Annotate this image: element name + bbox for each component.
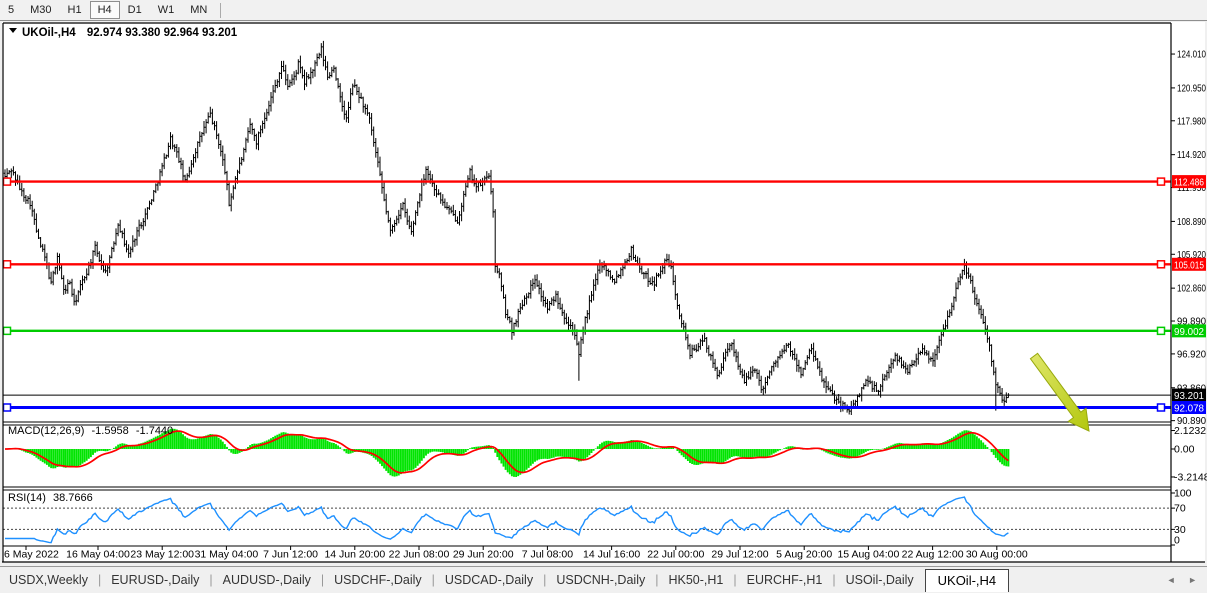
macd-tick-label: 0.00: [1174, 444, 1195, 456]
resistance-line-lower-handle[interactable]: [2, 260, 12, 269]
price-tag-text: 92.078: [1174, 403, 1204, 414]
tab-separator: |: [655, 573, 659, 587]
macd-indicator-label: MACD(12,26,9) -1.5958 -1.7440: [8, 425, 173, 437]
rsi-tick-label: 0: [1174, 535, 1180, 547]
price-tick-label: 114.920: [1177, 149, 1206, 161]
price-tag-112-486: [1172, 175, 1206, 189]
support-line-blue-handle[interactable]: [2, 403, 12, 412]
time-tick-label: 29 Jul 12:00: [711, 549, 768, 561]
chart-window: 124.010120.950117.980114.920111.950108.8…: [2, 22, 1207, 563]
symbol-dropdown-icon[interactable]: [9, 28, 17, 33]
price-tick-label: 108.890: [1177, 216, 1206, 228]
tab-separator: |: [320, 573, 325, 587]
tab-separator: |: [832, 573, 836, 587]
price-tick-label: 124.010: [1177, 49, 1206, 61]
timeframe-button-h1[interactable]: H1: [67, 4, 82, 16]
support-line-blue-handle[interactable]: [1156, 403, 1166, 412]
chart-tab-eurusd-daily[interactable]: EURUSD-,Daily: [111, 573, 200, 587]
price-tag-text: 112.486: [1174, 178, 1204, 189]
time-tick-label: 16 May 04:00: [66, 549, 130, 561]
macd-signal-line: [5, 430, 1009, 474]
price-tag-105-015: [1172, 257, 1206, 271]
price-tag-93-201: [1172, 388, 1206, 402]
timeframe-button-w1[interactable]: W1: [157, 4, 175, 16]
price-tick-label: 96.920: [1177, 348, 1206, 360]
chart-tab-usdcnh-daily[interactable]: USDCNH-,Daily: [556, 573, 646, 587]
tab-separator: |: [543, 573, 547, 587]
time-tick-label: 29 Jun 20:00: [453, 549, 514, 561]
time-tick-label: 7 Jun 12:00: [263, 549, 318, 561]
rsi-line: [5, 496, 1009, 544]
chart-tab-usdcad-daily[interactable]: USDCAD-,Daily: [444, 573, 534, 587]
svg-text:UKOil-,H4 92.974 93.380: UKOil-,H4 92.974 93.380 92.964 93.201: [22, 27, 238, 39]
macd-tick-label: 2.1232: [1174, 425, 1206, 437]
price-tag-text: 93.201: [1174, 391, 1204, 402]
time-tick-label: 31 May 04:00: [195, 549, 259, 561]
chart-tab-usdchf-daily[interactable]: USDCHF-,Daily: [334, 573, 422, 587]
tab-separator: |: [431, 573, 435, 587]
rsi-tick-label: 30: [1174, 524, 1186, 536]
chart-tab-ukoil-h4[interactable]: UKOil-,H4: [924, 568, 1010, 592]
time-tick-label: 15 Aug 04:00: [837, 549, 899, 561]
timeframe-button-5[interactable]: 5: [8, 4, 15, 16]
price-tag-92-078: [1172, 400, 1206, 414]
support-line-green-handle[interactable]: [2, 326, 12, 336]
chart-tab-usdx-weekly[interactable]: USDX,Weekly: [9, 573, 88, 587]
timeframe-button-h4[interactable]: H4: [89, 1, 120, 19]
time-tick-label: 23 May 12:00: [130, 549, 194, 561]
time-tick-label: 14 Jun 20:00: [324, 549, 385, 561]
chart-tab-audusd-daily[interactable]: AUDUSD-,Daily: [222, 573, 311, 587]
resistance-line-lower-handle[interactable]: [1156, 260, 1166, 269]
symbol-tab-bar: USDX,Weekly | EURUSD-,Daily | AUDUSD-,Daily |…: [0, 566, 1207, 593]
time-tick-label: 22 Jun 08:00: [389, 549, 450, 561]
rsi-indicator-label: RSI(14) 38.7666: [8, 492, 93, 504]
price-tick-label: 120.950: [1177, 82, 1206, 94]
time-tick-label: 6 May 2022: [4, 549, 59, 561]
price-tick-label: 90.890: [1177, 415, 1206, 427]
tab-separator: |: [733, 573, 737, 587]
price-tick-label: 105.920: [1177, 249, 1206, 261]
rsi-tick-label: 70: [1174, 503, 1186, 515]
chart-tab-eurchf-h1[interactable]: EURCHF-,H1: [746, 573, 823, 587]
price-tick-label: 102.860: [1177, 283, 1206, 295]
time-tick-label: 7 Jul 08:00: [522, 549, 574, 561]
price-tag-text: 99.002: [1174, 327, 1204, 338]
tab-separator: |: [97, 573, 102, 587]
tab-scroll-arrows[interactable]: ◄ ►: [1166, 575, 1202, 585]
price-tag-text: 105.015: [1174, 260, 1204, 271]
price-tag-99-002: [1172, 324, 1206, 338]
resistance-line-upper-handle[interactable]: [1156, 177, 1166, 186]
timeframe-button-mn[interactable]: MN: [190, 4, 208, 16]
chart-title: UKOil-,H4 92.974 93.380 92.964 93.201: [9, 27, 238, 39]
toolbar-separator: [220, 2, 222, 18]
price-tick-label: 117.980: [1177, 115, 1206, 127]
chart-tab-hk50-h1[interactable]: HK50-,H1: [668, 573, 724, 587]
time-tick-label: 22 Aug 12:00: [902, 549, 964, 561]
chart-plot-area[interactable]: [3, 23, 1171, 562]
chart-title-symbol: UKOil-,H4: [22, 27, 76, 39]
time-tick-label: 14 Jul 16:00: [583, 549, 640, 561]
timeframe-button-m30[interactable]: M30: [30, 4, 52, 16]
support-line-green-handle[interactable]: [1156, 326, 1166, 336]
time-tick-label: 22 Jul 00:00: [647, 549, 704, 561]
ohlc-bars: [3, 40, 1010, 415]
tab-separator: |: [209, 573, 213, 587]
chart-title-ohlc: 92.974 93.380 92.964 93.201: [87, 27, 238, 39]
chart-tab-usoil-daily[interactable]: USOil-,Daily: [845, 573, 914, 587]
time-tick-label: 30 Aug 00:00: [966, 549, 1028, 561]
timeframe-toolbar: 5 M30 H1 H4 D1 W1 MN: [0, 0, 1207, 21]
resistance-line-upper-handle[interactable]: [2, 177, 12, 186]
macd-tick-label: -3.2148: [1174, 471, 1207, 483]
timeframe-button-d1[interactable]: D1: [127, 4, 142, 16]
annotation-arrow[interactable]: [1029, 352, 1090, 432]
time-tick-label: 5 Aug 20:00: [776, 549, 832, 561]
rsi-tick-label: 100: [1174, 488, 1192, 500]
